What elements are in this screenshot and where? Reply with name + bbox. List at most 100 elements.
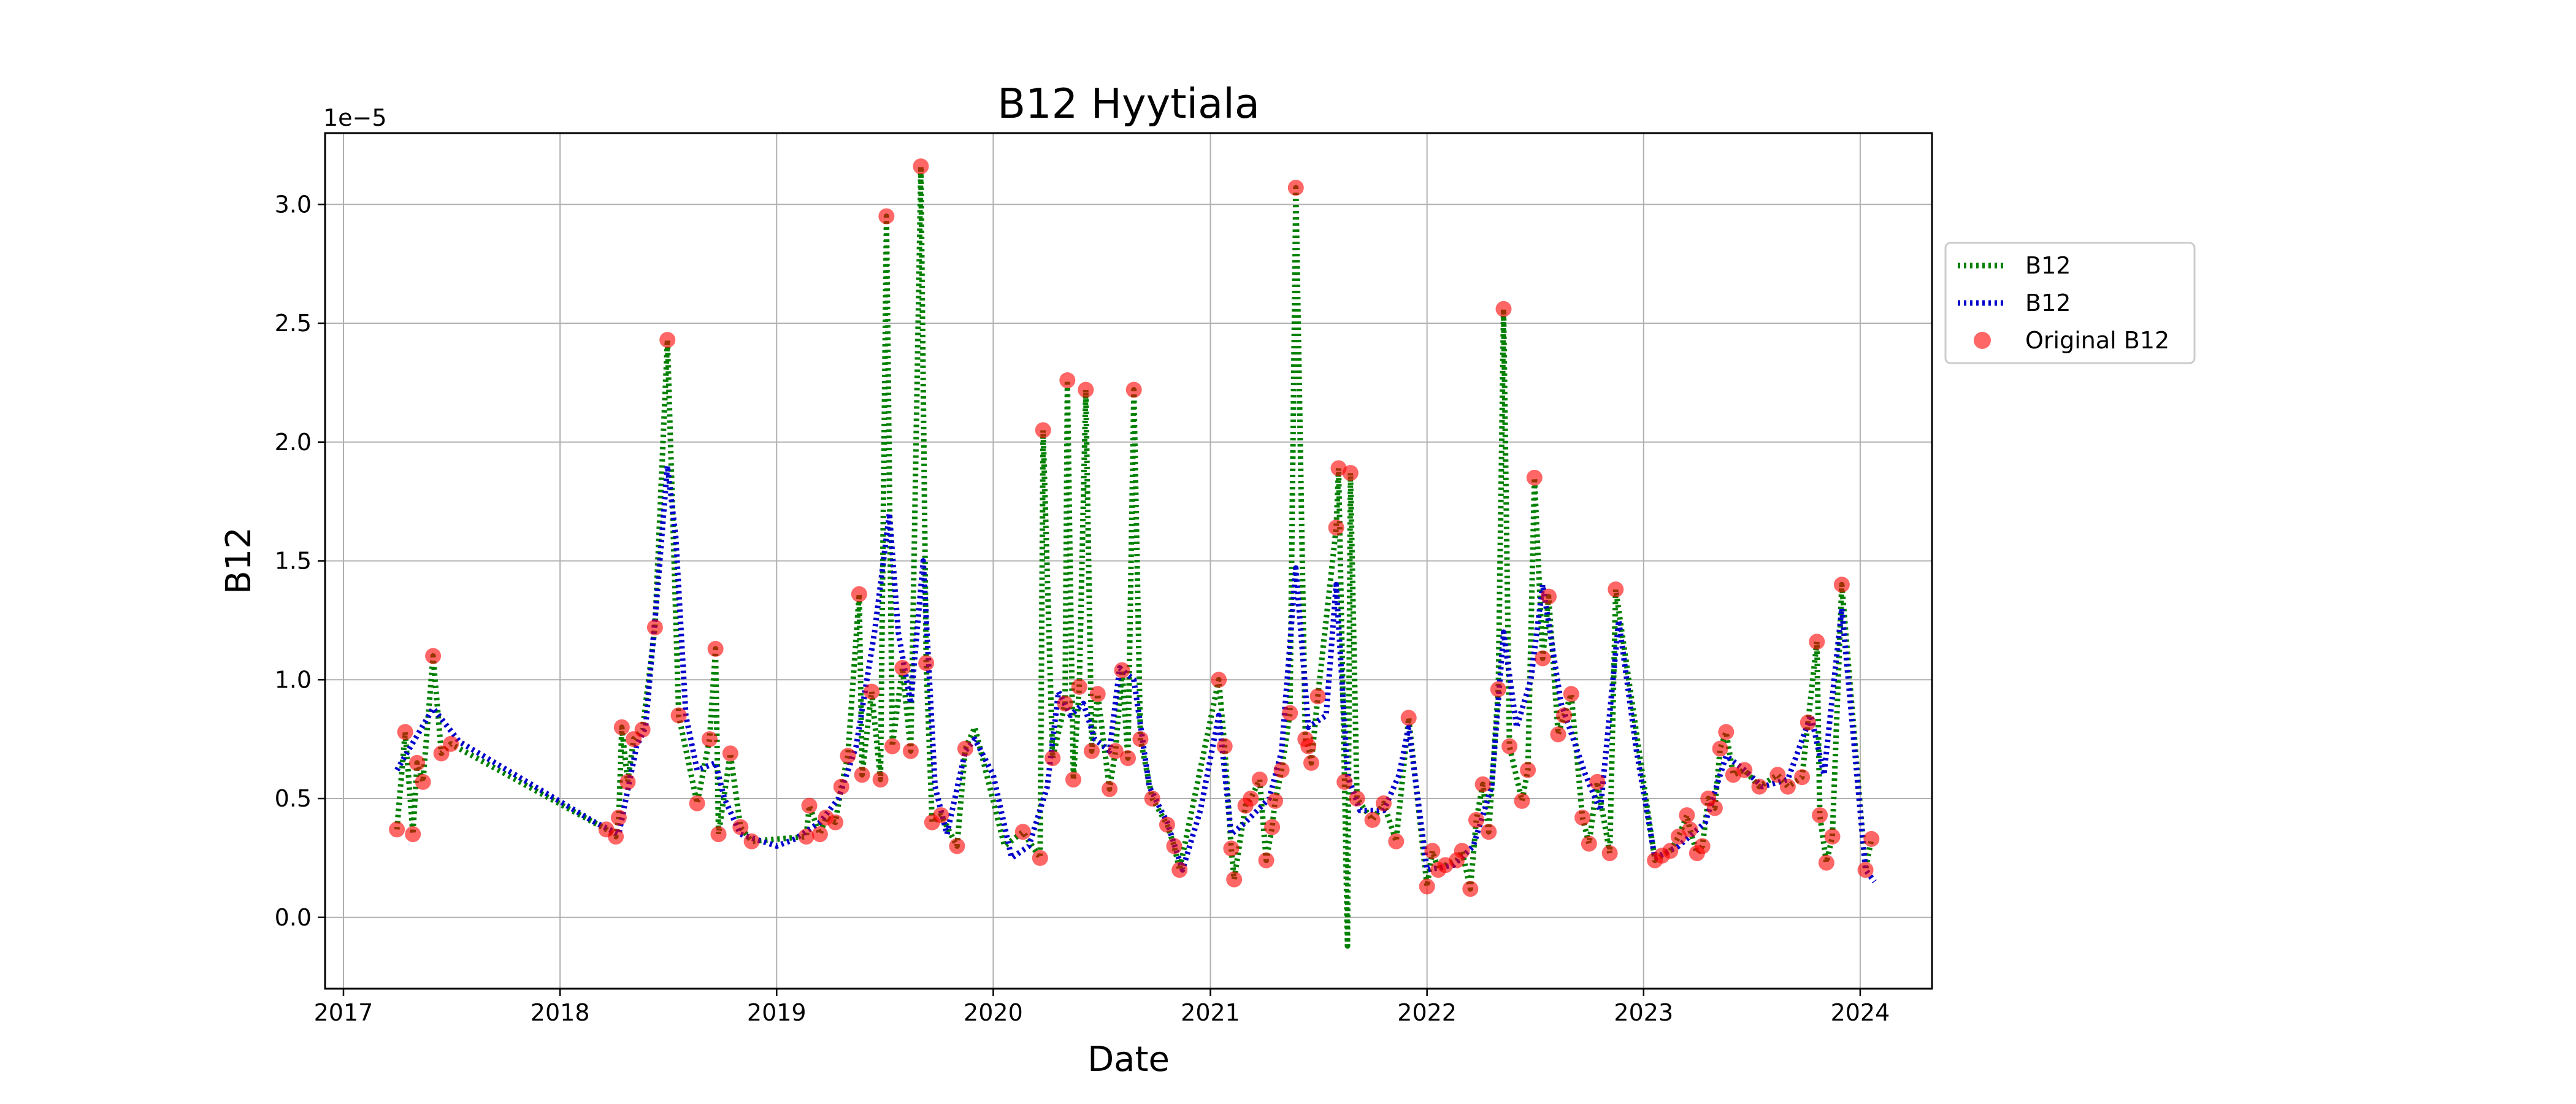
data-point [1601, 845, 1618, 862]
data-point [1032, 849, 1048, 866]
legend-frame [1944, 242, 2196, 364]
data-point [1706, 800, 1723, 816]
data-point [1125, 381, 1142, 398]
x-tick-label: 2024 [1831, 999, 1890, 1026]
data-point [1243, 791, 1259, 807]
data-point [1328, 519, 1344, 536]
data-point [701, 731, 718, 748]
data-point [425, 648, 442, 664]
data-point [833, 778, 849, 795]
data-point [1833, 577, 1850, 593]
data-point [1520, 762, 1536, 778]
data-point [1226, 871, 1243, 887]
data-point [397, 724, 413, 740]
data-point [1264, 819, 1281, 835]
data-point [949, 838, 965, 854]
legend-swatch-marker [1974, 332, 1991, 349]
data-point [1364, 811, 1381, 828]
x-tick-label: 2023 [1614, 999, 1673, 1026]
data-point [409, 754, 425, 771]
data-point [1501, 738, 1518, 754]
data-point [1779, 778, 1796, 795]
data-point [1035, 422, 1051, 439]
data-point [840, 748, 856, 764]
data-point [613, 719, 630, 735]
data-point [1388, 833, 1405, 849]
data-point [1679, 807, 1695, 824]
data-point [634, 721, 651, 738]
data-point [608, 829, 624, 845]
data-point [827, 814, 844, 830]
data-point [710, 826, 727, 843]
data-point [1132, 731, 1149, 748]
data-point [884, 738, 900, 754]
data-point [811, 826, 828, 843]
data-point [722, 745, 738, 762]
data-point [1769, 767, 1786, 783]
data-point [743, 833, 760, 849]
data-point [1481, 824, 1497, 840]
data-point [443, 735, 459, 752]
data-point [1809, 634, 1825, 650]
data-point [1258, 852, 1275, 868]
data-point [1526, 469, 1543, 486]
data-point [1071, 678, 1087, 695]
data-point [1682, 821, 1698, 838]
data-point [1462, 881, 1479, 897]
data-point [405, 826, 421, 843]
x-axis-label: Date [1087, 1040, 1170, 1079]
y-tick-label: 2.5 [275, 310, 312, 337]
data-point [1563, 686, 1579, 702]
data-point [1349, 791, 1365, 807]
data-point [1282, 705, 1298, 721]
data-point [732, 819, 749, 835]
data-point [1300, 738, 1317, 754]
data-point [1863, 830, 1880, 847]
data-point [1273, 762, 1290, 778]
data-point [878, 208, 895, 224]
data-point [801, 797, 818, 814]
x-tick-label: 2021 [1181, 999, 1240, 1026]
data-point [1223, 840, 1240, 857]
y-tick-label: 0.5 [275, 785, 312, 812]
legend-label: B12 [2025, 252, 2071, 279]
data-point [619, 773, 636, 790]
data-point [1309, 688, 1326, 705]
y-tick-label: 1.0 [275, 666, 312, 693]
data-point [854, 767, 870, 783]
data-point [707, 640, 724, 657]
data-point [913, 158, 929, 175]
data-point [1171, 862, 1188, 878]
data-point [1712, 740, 1728, 757]
data-point [1114, 662, 1130, 678]
data-point [1166, 838, 1183, 854]
data-point [1078, 381, 1094, 398]
data-point [1342, 465, 1359, 481]
data-point [1376, 795, 1392, 811]
data-point [1751, 778, 1768, 795]
data-point [1574, 810, 1591, 826]
data-point [1541, 588, 1557, 605]
data-point [1818, 854, 1834, 871]
data-point [389, 821, 405, 838]
series-line-0 [394, 163, 1874, 949]
data-point [1535, 650, 1551, 667]
data-point [659, 332, 676, 348]
data-point [1857, 862, 1874, 878]
data-point [689, 795, 705, 811]
y-axis-label: B12 [219, 527, 259, 594]
data-point [1336, 773, 1353, 790]
data-point [1556, 707, 1573, 724]
data-point [1490, 681, 1506, 697]
data-point [1059, 372, 1076, 388]
data-point [864, 683, 880, 700]
data-point [1419, 878, 1435, 895]
data-point [1794, 769, 1811, 786]
data-point [1211, 672, 1227, 688]
data-point [415, 773, 431, 790]
y-tick-label: 2.0 [275, 429, 312, 456]
data-point [1084, 743, 1100, 759]
data-point [1089, 686, 1106, 702]
